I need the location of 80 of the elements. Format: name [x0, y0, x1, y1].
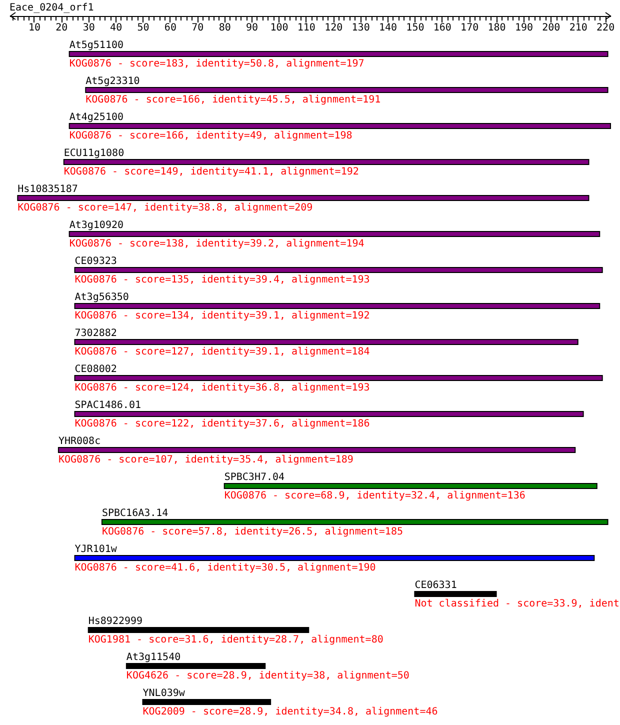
- annotation: KOG0876 - score=124, identity=36.8, alignment=193: [74, 382, 370, 394]
- bar: [101, 519, 608, 525]
- annotation: KOG0876 - score=166, identity=45.5, alignment=191: [86, 94, 381, 106]
- bar: [63, 159, 590, 165]
- annotation: KOG0876 - score=149, identity=41.1, alignment=192: [64, 166, 359, 178]
- y-tick-label: YHR008c: [58, 436, 101, 447]
- y-tick-label: YNL039w: [142, 688, 186, 699]
- annotation: KOG0876 - score=68.9, identity=32.4, alignment=136: [224, 490, 526, 502]
- x-tick-label: 220: [596, 22, 615, 34]
- chart-title: Eace_0204_orf1: [10, 2, 94, 14]
- y-tick-label: At3g11540: [126, 652, 181, 663]
- x-tick-label: 110: [297, 22, 316, 34]
- bar: [126, 663, 266, 669]
- x-tick-label: 20: [56, 22, 68, 34]
- bar: [58, 447, 576, 453]
- bar: [74, 411, 584, 417]
- bar: [224, 483, 598, 489]
- y-tick-label: SPBC3H7.04: [224, 472, 285, 483]
- annotation: KOG2009 - score=28.9, identity=34.8, alignment=46: [142, 706, 438, 718]
- annotation: KOG0876 - score=127, identity=39.1, alignment=184: [74, 346, 370, 358]
- x-tick-label: 90: [246, 22, 258, 34]
- bar: [88, 627, 310, 633]
- y-tick-label: At4g25100: [69, 112, 124, 123]
- annotation: KOG0876 - score=57.8, identity=26.5, alignment=185: [102, 526, 403, 538]
- bar: [74, 555, 595, 561]
- bar: [85, 87, 608, 93]
- annotation: KOG0876 - score=166, identity=49, alignment=198: [69, 130, 352, 142]
- bar: [68, 123, 611, 129]
- x-tick-label: 50: [137, 22, 150, 34]
- annotation: KOG0876 - score=122, identity=37.6, alignment=186: [74, 418, 370, 430]
- bar: [74, 375, 603, 381]
- bar: [74, 303, 600, 309]
- x-tick-label: 160: [433, 22, 452, 34]
- bar: [414, 591, 497, 597]
- annotation: KOG0876 - score=41.6, identity=30.5, alignment=190: [74, 562, 376, 574]
- y-tick-label: At5g23310: [86, 76, 140, 87]
- bar: [74, 339, 578, 345]
- x-tick-label: 190: [514, 22, 534, 34]
- y-tick-label: At3g56350: [74, 292, 129, 303]
- y-tick-label: YJR101w: [74, 544, 118, 555]
- bar: [17, 195, 590, 201]
- annotation: Not classified - score=33.9, ident: [414, 598, 620, 610]
- bar: [142, 699, 272, 705]
- bar: [68, 231, 600, 237]
- x-tick-label: 70: [192, 22, 204, 34]
- annotation: KOG0876 - score=138, identity=39.2, alignment=194: [69, 238, 364, 250]
- y-tick-label: CE08002: [74, 364, 117, 375]
- y-tick-label: At3g10920: [69, 220, 124, 231]
- x-tick-label: 60: [164, 22, 176, 34]
- x-tick-label: 140: [378, 22, 398, 34]
- y-tick-label: 7302882: [74, 328, 117, 339]
- annotation: KOG1981 - score=31.6, identity=28.7, alignment=80: [88, 634, 384, 646]
- y-tick-label: ECU11g1080: [64, 148, 124, 159]
- x-tick-label: 180: [488, 22, 506, 34]
- annotation: KOG0876 - score=147, identity=38.8, alignment=209: [18, 202, 313, 214]
- y-tick-label: At5g51100: [69, 40, 124, 51]
- annotation: KOG0876 - score=183, identity=50.8, alignment=197: [69, 58, 364, 70]
- y-tick-label: CE06331: [414, 580, 457, 591]
- x-tick-label: 210: [569, 22, 588, 34]
- annotation: KOG0876 - score=134, identity=39.1, alignment=192: [74, 310, 370, 322]
- x-tick-label: 30: [82, 22, 95, 34]
- x-tick-label: 150: [406, 22, 424, 34]
- y-tick-label: CE09323: [74, 256, 117, 267]
- y-tick-label: SPBC16A3.14: [102, 508, 168, 519]
- x-tick-label: 80: [218, 22, 231, 34]
- annotation: KOG0876 - score=135, identity=39.4, alignment=193: [74, 274, 370, 286]
- annotation: KOG4626 - score=28.9, identity=38, alignment=50: [126, 670, 410, 682]
- y-tick-label: SPAC1486.01: [74, 400, 141, 411]
- x-tick-label: 40: [110, 22, 122, 34]
- x-tick-label: 200: [542, 22, 560, 34]
- y-tick-label: Hs8922999: [88, 616, 143, 627]
- bar: [68, 51, 608, 57]
- bar: [74, 267, 603, 273]
- x-tick-label: 120: [324, 22, 343, 34]
- x-tick-label: 10: [28, 22, 40, 34]
- x-tick-label: 100: [270, 22, 288, 34]
- x-tick-label: 170: [460, 22, 479, 34]
- y-tick-label: Hs10835187: [18, 184, 78, 195]
- x-tick-label: 130: [352, 22, 370, 34]
- annotation: KOG0876 - score=107, identity=35.4, alignment=189: [58, 454, 354, 466]
